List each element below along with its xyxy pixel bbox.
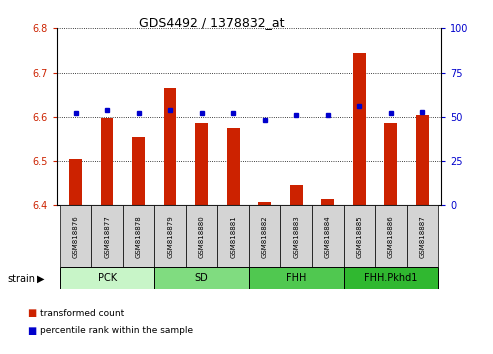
Bar [416, 115, 428, 205]
Text: GDS4492 / 1378832_at: GDS4492 / 1378832_at [139, 16, 285, 29]
Bar [321, 199, 334, 205]
Bar [132, 137, 145, 205]
Text: GSM818876: GSM818876 [72, 215, 78, 258]
Bar [91, 205, 123, 267]
Text: GSM818885: GSM818885 [356, 215, 362, 258]
Text: ■: ■ [27, 326, 36, 336]
Bar [281, 205, 312, 267]
Bar [60, 205, 91, 267]
Text: GSM818882: GSM818882 [262, 215, 268, 258]
Text: GSM818881: GSM818881 [230, 215, 236, 258]
Bar [258, 202, 271, 205]
Bar [385, 124, 397, 205]
Text: FHH: FHH [286, 273, 307, 283]
Bar [154, 267, 249, 289]
Text: GSM818877: GSM818877 [104, 215, 110, 258]
Bar [312, 205, 344, 267]
Bar [60, 267, 154, 289]
Text: GSM818883: GSM818883 [293, 215, 299, 258]
Text: ▶: ▶ [37, 274, 45, 284]
Bar [375, 205, 407, 267]
Bar [344, 205, 375, 267]
Bar [164, 88, 176, 205]
Bar [186, 205, 217, 267]
Text: GSM818878: GSM818878 [136, 215, 141, 258]
Text: strain: strain [7, 274, 35, 284]
Bar [353, 53, 366, 205]
Bar [227, 128, 240, 205]
Text: SD: SD [195, 273, 209, 283]
Bar [290, 185, 303, 205]
Bar [70, 159, 82, 205]
Text: GSM818887: GSM818887 [420, 215, 425, 258]
Text: GSM818880: GSM818880 [199, 215, 205, 258]
Text: percentile rank within the sample: percentile rank within the sample [40, 326, 194, 336]
Bar [123, 205, 154, 267]
Bar [249, 205, 281, 267]
Text: GSM818884: GSM818884 [325, 215, 331, 258]
Bar [195, 124, 208, 205]
Bar [154, 205, 186, 267]
Bar [344, 267, 438, 289]
Bar [249, 267, 344, 289]
Text: GSM818879: GSM818879 [167, 215, 173, 258]
Text: ■: ■ [27, 308, 36, 318]
Text: transformed count: transformed count [40, 309, 125, 318]
Text: FHH.Pkhd1: FHH.Pkhd1 [364, 273, 418, 283]
Bar [101, 118, 113, 205]
Bar [217, 205, 249, 267]
Bar [407, 205, 438, 267]
Text: PCK: PCK [98, 273, 117, 283]
Text: GSM818886: GSM818886 [388, 215, 394, 258]
